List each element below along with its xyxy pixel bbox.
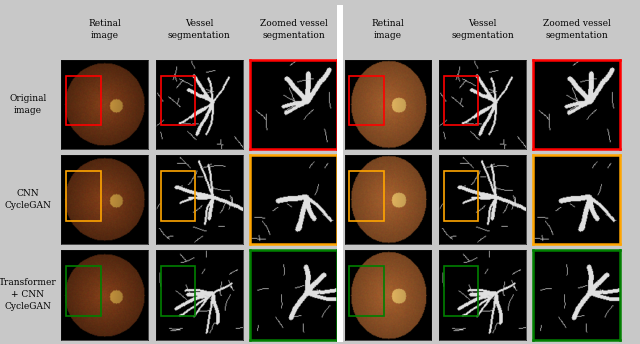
Text: Zoomed vessel
segmentation: Zoomed vessel segmentation xyxy=(543,19,611,40)
Bar xyxy=(161,266,195,316)
Bar xyxy=(349,76,384,125)
Text: Retinal
image: Retinal image xyxy=(88,19,121,40)
Text: Retinal
image: Retinal image xyxy=(372,19,404,40)
Bar xyxy=(349,171,384,221)
Bar xyxy=(66,76,101,125)
Bar xyxy=(444,171,479,221)
Bar xyxy=(161,76,195,125)
Bar xyxy=(349,266,384,316)
Text: Original
image: Original image xyxy=(9,94,46,115)
Text: Vessel
segmentation: Vessel segmentation xyxy=(451,19,514,40)
Bar xyxy=(66,171,101,221)
Text: CNN
CycleGAN: CNN CycleGAN xyxy=(4,189,51,210)
Text: Transformer
+ CNN
CycleGAN: Transformer + CNN CycleGAN xyxy=(0,278,56,311)
Text: Zoomed vessel
segmentation: Zoomed vessel segmentation xyxy=(260,19,328,40)
Bar xyxy=(66,266,101,316)
Bar xyxy=(444,266,479,316)
Text: Vessel
segmentation: Vessel segmentation xyxy=(168,19,230,40)
Bar xyxy=(444,76,479,125)
Bar xyxy=(161,171,195,221)
